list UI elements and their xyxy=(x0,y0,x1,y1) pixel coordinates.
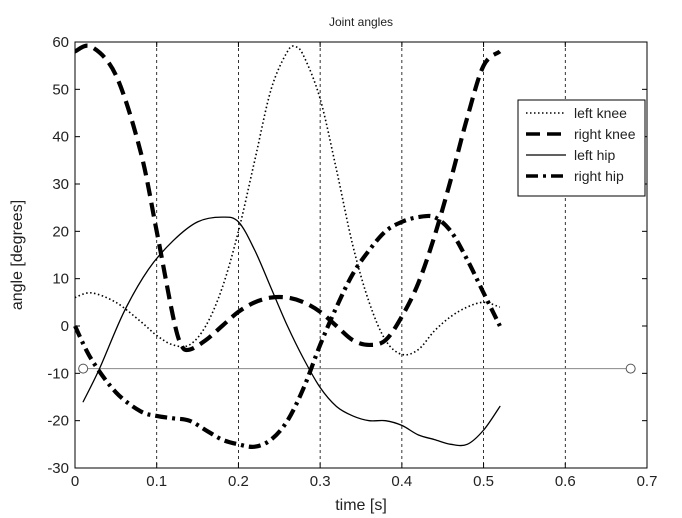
y-tick-label: 0 xyxy=(61,318,69,335)
series-line-left-knee xyxy=(74,45,501,356)
x-axis-ticks: 0 0.1 0.2 0.3 0.4 0.5 0.6 0.7 xyxy=(71,42,658,490)
y-tick-label: 50 xyxy=(52,81,69,98)
y-tick-label: -10 xyxy=(47,365,69,382)
y-tick-label: 20 xyxy=(52,223,69,240)
series-line-right-hip xyxy=(73,213,502,449)
x-tick-label: 0.3 xyxy=(310,473,331,490)
legend-label: left hip xyxy=(574,147,615,163)
y-axis-ticks: -30 -20 -10 0 10 20 30 40 50 60 xyxy=(47,34,647,477)
legend-label: left knee xyxy=(574,105,627,121)
y-tick-label: -30 xyxy=(47,460,69,477)
x-tick-label: 0.4 xyxy=(391,473,412,490)
chart-title: Joint angles xyxy=(329,15,393,29)
x-tick-label: 0.5 xyxy=(473,473,494,490)
reference-marker xyxy=(625,363,636,374)
x-tick-label: 0.6 xyxy=(555,473,576,490)
y-axis-label: angle [degrees] xyxy=(9,200,26,310)
grid-lines xyxy=(156,42,566,468)
y-tick-label: 30 xyxy=(52,176,69,193)
legend-label: right hip xyxy=(574,168,624,184)
legend-label: right knee xyxy=(574,126,636,142)
reference-marker xyxy=(78,363,89,374)
x-axis-label: time [s] xyxy=(335,497,387,514)
x-tick-label: 0.1 xyxy=(146,473,167,490)
y-tick-label: 10 xyxy=(52,271,69,288)
reference-line-group xyxy=(78,363,636,374)
x-tick-label: 0.7 xyxy=(637,473,658,490)
plot-frame xyxy=(74,41,648,469)
legend: left knee right knee left hip right hip xyxy=(517,99,646,197)
legend-box xyxy=(517,99,646,197)
x-tick-label: 0 xyxy=(71,473,79,490)
y-tick-label: -20 xyxy=(47,413,69,430)
series-line-right-knee xyxy=(74,43,502,353)
series-lines xyxy=(73,43,502,449)
y-tick-label: 60 xyxy=(52,34,69,51)
series-line-left-hip xyxy=(82,216,501,447)
y-tick-label: 40 xyxy=(52,129,69,146)
x-tick-label: 0.2 xyxy=(228,473,249,490)
